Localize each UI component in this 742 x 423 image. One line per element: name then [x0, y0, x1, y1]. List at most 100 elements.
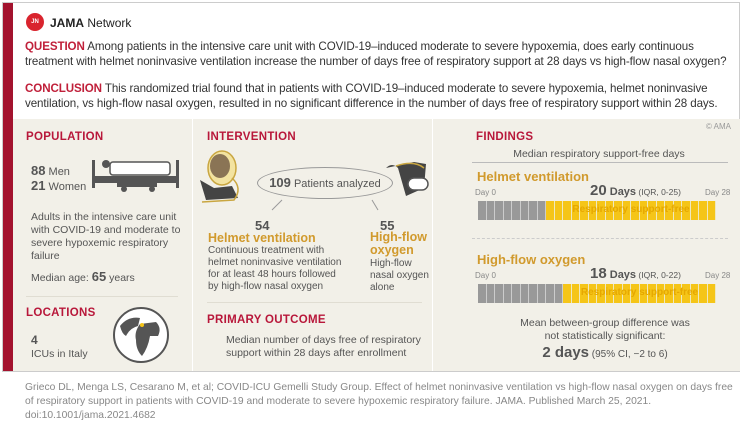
days-value: 20 [590, 182, 607, 199]
men-count: 88 [31, 163, 46, 178]
group-name: High-flow oxygen [477, 252, 586, 267]
supported-day-cell [503, 284, 512, 303]
support-free-day-cell [707, 284, 716, 303]
day0-label: Day 0 [475, 271, 496, 280]
support-free-day-cell [622, 201, 631, 220]
support-free-day-cell [673, 201, 682, 220]
connector-lines [271, 199, 379, 211]
population-title: POPULATION [26, 131, 104, 143]
support-free-day-cell [682, 201, 691, 220]
divider [26, 296, 178, 297]
supported-day-cell [486, 201, 495, 220]
supported-day-cell [520, 201, 529, 220]
difference-text: Mean between-group difference was not st… [520, 317, 690, 342]
supported-day-cell [529, 284, 538, 303]
median-age: Median age: 65 years [31, 270, 135, 285]
helmet-ventilation-icon [200, 150, 239, 203]
primary-outcome-text: Median number of days free of respirator… [226, 334, 421, 359]
iqr: (IQR, 0-25) [636, 187, 681, 197]
difference-value: 2 days [542, 344, 590, 361]
support-free-day-cell [605, 284, 614, 303]
support-free-day-cell [656, 284, 665, 303]
helmet-name: Helmet ventilation [208, 231, 316, 245]
divider [207, 302, 422, 303]
supported-day-cell [512, 201, 521, 220]
support-free-day-cell [571, 284, 580, 303]
findings-title: FINDINGS [476, 131, 534, 143]
support-free-day-cell [588, 201, 597, 220]
day28-label: Day 28 [705, 271, 731, 280]
support-free-day-cell [673, 284, 682, 303]
jama-logo: JN [26, 13, 44, 31]
support-free-day-cell [563, 201, 572, 220]
group-days: 18 Days (IQR, 0-22) [590, 265, 681, 282]
support-free-day-cell [682, 284, 691, 303]
supported-day-cell [537, 201, 546, 220]
bar-label: Respiratory support-free [572, 204, 690, 215]
population-description: Adults in the intensive care unit with C… [31, 211, 181, 262]
support-free-day-cell [571, 201, 580, 220]
support-free-day-cell [690, 201, 699, 220]
total-label: Patients analyzed [290, 178, 381, 190]
locations-count: 4 [31, 333, 38, 347]
population-women: 21 Women [31, 178, 86, 193]
support-free-day-cell [588, 284, 597, 303]
support-free-day-cell [631, 284, 640, 303]
support-free-day-cell [665, 284, 674, 303]
support-free-day-cell [554, 201, 563, 220]
men-label: Men [45, 166, 70, 178]
intervention-title: INTERVENTION [207, 131, 297, 143]
age-value: 65 [91, 269, 107, 284]
support-free-day-cell [690, 284, 699, 303]
hospital-bed-icon [92, 160, 179, 192]
support-free-day-cell [597, 284, 606, 303]
conclusion-text: This randomized trial found that in pati… [25, 82, 718, 110]
population-men: 88 Men [31, 163, 70, 178]
hfo-name: High-flow oxygen [370, 230, 427, 257]
days-unit: Days [606, 186, 637, 198]
age-unit: years [106, 272, 135, 284]
support-free-day-cell [639, 201, 648, 220]
support-free-day-cell [597, 201, 606, 220]
days-bar: Respiratory support-free [478, 284, 716, 303]
women-label: Women [45, 181, 87, 193]
support-free-day-cell [699, 201, 708, 220]
support-free-day-cell [631, 201, 640, 220]
iqr: (IQR, 0-22) [636, 270, 681, 280]
difference: 2 days (95% CI, −2 to 6) [470, 344, 740, 361]
locations-text: ICUs in Italy [31, 348, 88, 360]
conclusion: CONCLUSION This randomized trial found t… [25, 81, 735, 111]
support-free-day-cell [648, 284, 657, 303]
supported-day-cell [546, 284, 555, 303]
helmet-count: 54 [255, 218, 270, 233]
divider [192, 119, 193, 371]
divider [472, 162, 728, 163]
conclusion-label: CONCLUSION [25, 82, 102, 95]
findings-subtitle: Median respiratory support-free days [513, 148, 685, 160]
group-days: 20 Days (IQR, 0-25) [590, 182, 681, 199]
divider [432, 119, 433, 371]
supported-day-cell [495, 201, 504, 220]
supported-day-cell [520, 284, 529, 303]
support-free-day-cell [546, 201, 555, 220]
supported-day-cell [554, 284, 563, 303]
supported-day-cell [478, 201, 487, 220]
support-free-day-cell [580, 284, 589, 303]
support-free-day-cell [639, 284, 648, 303]
supported-day-cell [537, 284, 546, 303]
locations-title: LOCATIONS [26, 307, 96, 319]
support-free-day-cell [665, 201, 674, 220]
accent-bar [3, 3, 13, 371]
support-free-day-cell [656, 201, 665, 220]
support-free-day-cell [699, 284, 708, 303]
supported-day-cell [512, 284, 521, 303]
support-free-day-cell [614, 201, 623, 220]
support-free-day-cell [563, 284, 572, 303]
supported-day-cell [503, 201, 512, 220]
support-free-day-cell [580, 201, 589, 220]
supported-day-cell [478, 284, 487, 303]
support-free-day-cell [614, 284, 623, 303]
brand-name: JAMA Network [50, 16, 131, 30]
divider [472, 238, 728, 239]
citation: Grieco DL, Menga LS, Cesarano M, et al; … [25, 382, 733, 421]
